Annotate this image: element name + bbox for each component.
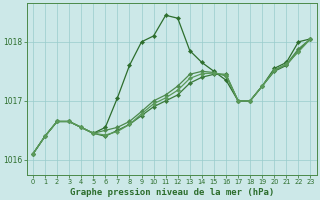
X-axis label: Graphe pression niveau de la mer (hPa): Graphe pression niveau de la mer (hPa) [69, 188, 274, 197]
